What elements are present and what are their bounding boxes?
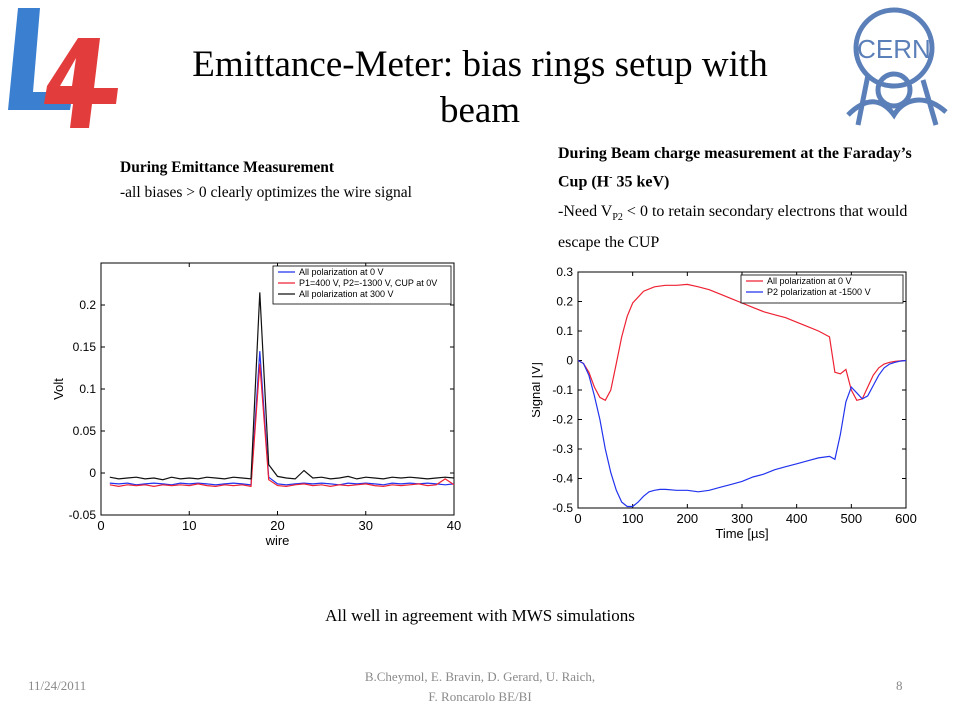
- slide-caption: All well in agreement with MWS simulatio…: [325, 606, 635, 625]
- x-tick-label: 0: [574, 511, 581, 526]
- y-tick-label: 0.1: [556, 324, 573, 338]
- y-tick-label: -0.4: [552, 472, 573, 486]
- footer-page-number: 8: [896, 678, 903, 693]
- x-tick-label: 20: [270, 518, 284, 533]
- left-note-body: -all biases > 0 clearly optimizes the wi…: [120, 184, 412, 201]
- linac4-logo: L4: [8, 8, 118, 128]
- x-tick-label: 0: [97, 518, 104, 533]
- right-note-body-b: < 0 to retain secondary electrons that w…: [558, 203, 908, 251]
- x-tick-label: 500: [840, 511, 862, 526]
- x-axis-label: Time [µs]: [715, 526, 768, 541]
- y-tick-label: 0: [566, 354, 573, 368]
- y-axis-label: Signal [V]: [532, 362, 543, 418]
- faraday-cup-signal-chart: 0 100 200 300 400 500 600 -0.5 -0.4 -0.3 -0.2 -0.1 0…: [532, 265, 917, 541]
- y-tick-label: -0.5: [552, 501, 573, 515]
- y-tick-label: -0.2: [552, 413, 573, 427]
- y-tick-label: 0.2: [79, 298, 96, 312]
- y-tick-label: 0.3: [556, 265, 573, 279]
- cern-logo-text: CERN: [857, 34, 931, 64]
- y-tick-label: 0.1: [79, 382, 96, 396]
- left-note-heading: During Emittance Measurement: [120, 159, 335, 176]
- right-note-heading: During Beam charge measurement at the Fa…: [558, 142, 918, 194]
- x-tick-label: 200: [676, 511, 698, 526]
- right-note-body: -Need VP2 < 0 to retain secondary electr…: [558, 200, 918, 254]
- cern-logo: CERN: [846, 7, 948, 126]
- x-tick-label: 600: [895, 511, 917, 526]
- plot-frame: [577, 271, 907, 509]
- series-line-0: [577, 283, 907, 402]
- right-note-heading-sup: -: [609, 172, 613, 183]
- slide-title-line1: Emittance-Meter: bias rings setup with: [192, 44, 768, 85]
- footer-date: 11/24/2011: [28, 678, 87, 693]
- right-note-body-a: -Need V: [558, 203, 613, 221]
- legend-label-1: P1=400 V, P2=-1300 V, CUP at 0V: [299, 278, 437, 288]
- y-tick-label: 0.2: [556, 295, 573, 309]
- y-tick-label: 0.15: [73, 340, 97, 354]
- x-tick-label: 400: [786, 511, 808, 526]
- x-tick-label: 10: [182, 518, 196, 533]
- series-line-2: [109, 292, 455, 481]
- y-tick-label: 0: [89, 466, 96, 480]
- legend-label-2: All polarization at 300 V: [299, 289, 394, 299]
- right-note-heading-b: 35 keV): [612, 173, 670, 191]
- y-tick-label: -0.05: [69, 508, 97, 522]
- x-tick-label: 100: [622, 511, 644, 526]
- y-axis-label: Volt: [51, 378, 66, 400]
- slide-title-line2: beam: [439, 90, 521, 131]
- legend-box: [740, 274, 904, 304]
- y-tick-label: 0.05: [73, 424, 97, 438]
- y-tick-label: -0.1: [552, 383, 573, 397]
- footer-authors: B.Cheymol, E. Bravin, D. Gerard, U. Raic…: [300, 667, 660, 707]
- legend-label-1: P2 polarization at -1500 V: [767, 287, 871, 297]
- legend-label-0: All polarization at 0 V: [299, 267, 384, 277]
- x-axis-label: wire: [265, 533, 290, 548]
- right-note-heading-a: During Beam charge measurement at the Fa…: [558, 145, 912, 191]
- footer-authors-line1: B.Cheymol, E. Bravin, D. Gerard, U. Raic…: [364, 669, 596, 684]
- right-note-body-sub: P2: [612, 212, 623, 224]
- footer-authors-line2: F. Roncarolo BE/BI: [428, 689, 532, 704]
- legend-box: [272, 265, 452, 305]
- legend-label-0: All polarization at 0 V: [767, 276, 852, 286]
- y-tick-label: -0.3: [552, 442, 573, 456]
- x-tick-label: 40: [447, 518, 461, 533]
- right-note: During Beam charge measurement at the Fa…: [558, 142, 918, 255]
- series-line-1: [577, 359, 907, 508]
- slide-title: Emittance-Meter: bias rings setup with b…: [130, 42, 830, 134]
- series-line-1: [109, 363, 455, 488]
- x-tick-label: 300: [731, 511, 753, 526]
- x-tick-label: 30: [359, 518, 373, 533]
- emittance-wire-signal-chart: 0 10 20 30 40-0.0500.050.10.150.2wireVoltAll…: [51, 262, 461, 548]
- series-line-0: [109, 351, 455, 486]
- left-note: During Emittance Measurement -all biases…: [120, 158, 420, 202]
